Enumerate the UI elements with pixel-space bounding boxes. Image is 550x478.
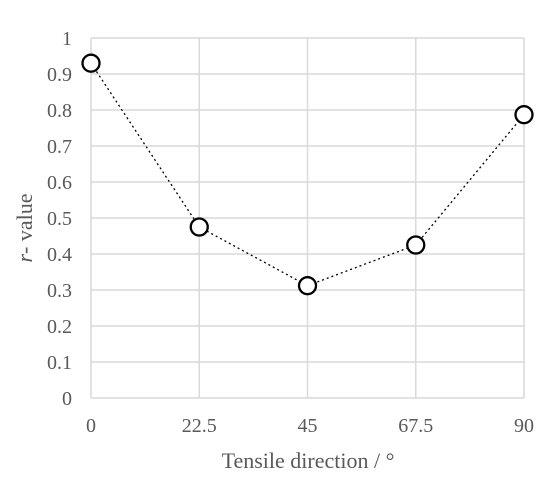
y-tick-label: 0.8 — [47, 100, 72, 122]
data-point — [406, 235, 426, 255]
y-tick-label: 1 — [62, 28, 72, 50]
y-tick-label: 0.5 — [47, 208, 72, 230]
y-tick-label: 0.3 — [47, 280, 72, 302]
y-tick-label: 0 — [62, 388, 72, 410]
x-axis-title: Tensile direction / ° — [222, 448, 395, 473]
data-point — [514, 105, 534, 125]
data-points — [81, 53, 534, 296]
y-axis-tick-labels: 0 0.1 0.2 0.3 0.4 0.5 0.6 0.7 0.8 0.9 1 — [47, 28, 72, 410]
grid — [90, 37, 525, 399]
y-axis-title-rest: - value — [12, 193, 37, 253]
x-tick-label: 45 — [298, 415, 318, 437]
y-tick-label: 0.7 — [47, 136, 72, 158]
data-point — [81, 53, 101, 73]
data-point — [189, 217, 209, 237]
series-line — [90, 62, 525, 287]
x-tick-label: 22.5 — [182, 415, 217, 437]
y-tick-label: 0.1 — [47, 352, 72, 374]
y-tick-label: 0.9 — [47, 64, 72, 86]
x-tick-label: 90 — [514, 415, 534, 437]
x-axis-tick-labels: 0 22.5 45 67.5 90 — [86, 415, 534, 437]
data-point — [297, 276, 318, 296]
x-tick-label: 0 — [86, 415, 96, 437]
y-axis-title: r- value — [12, 193, 37, 262]
x-tick-label: 67.5 — [398, 415, 433, 437]
y-axis-title-italic: r — [12, 254, 37, 263]
y-tick-label: 0.4 — [47, 244, 72, 266]
y-tick-label: 0.6 — [47, 172, 72, 194]
y-tick-label: 0.2 — [47, 316, 72, 338]
